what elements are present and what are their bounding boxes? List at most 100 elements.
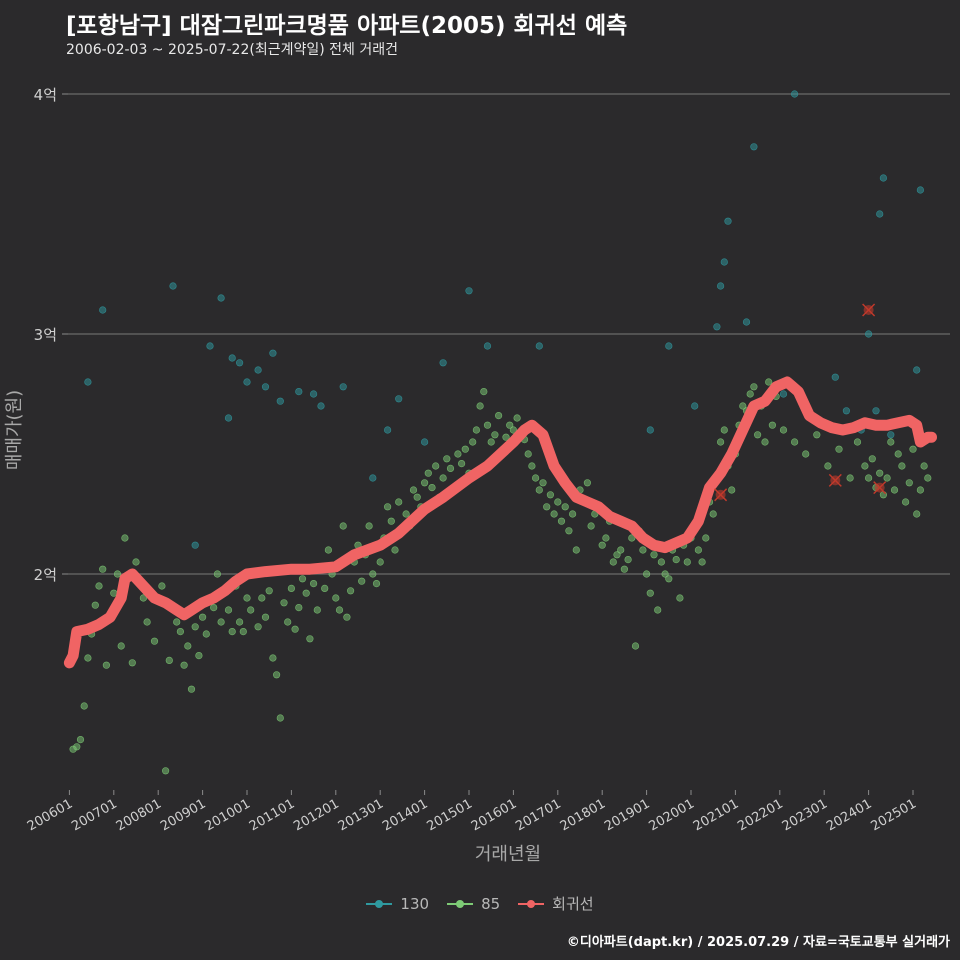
point-85-186	[790, 438, 799, 446]
point-85-158	[676, 594, 684, 602]
highlight-marker-1	[828, 473, 842, 487]
point-85-24	[180, 661, 188, 669]
point-85-154	[661, 570, 669, 578]
point-85-179	[753, 431, 762, 439]
regression-line	[63, 376, 937, 669]
point-85-202	[894, 450, 902, 458]
point-85-108	[491, 431, 499, 439]
point-85-84	[402, 510, 410, 518]
point-85-34	[217, 618, 225, 626]
point-85-67	[339, 522, 347, 530]
point-85-63	[324, 546, 333, 554]
point-85-185	[779, 426, 788, 434]
point-85-68	[343, 613, 351, 621]
point-85-104	[476, 402, 484, 410]
y-axis-ticks: 2억 3억 4억	[34, 86, 68, 584]
x-tick-label-2: 200801	[114, 796, 164, 834]
point-130-45	[913, 366, 921, 374]
point-130-31	[720, 258, 728, 266]
point-130-4	[206, 342, 214, 350]
point-85-129	[568, 510, 577, 518]
point-85-137	[598, 541, 606, 549]
point-85-130	[572, 546, 580, 554]
point-130-14	[295, 388, 303, 396]
point-85-183	[768, 421, 777, 429]
point-85-112	[506, 421, 514, 429]
point-85-199	[883, 474, 891, 482]
point-85-192	[853, 438, 862, 446]
point-85-100	[461, 445, 469, 453]
point-85-48	[269, 654, 277, 662]
x-tick-label-19: 202501	[869, 796, 919, 834]
point-130-9	[243, 378, 251, 386]
point-85-208	[916, 486, 925, 494]
point-85-59	[310, 579, 318, 588]
point-85-11	[113, 570, 122, 578]
legend-item-85: 85	[447, 895, 500, 913]
point-85-21	[165, 656, 173, 665]
point-130-16	[317, 402, 325, 410]
point-130-33	[742, 318, 751, 326]
point-85-74	[365, 522, 373, 530]
point-85-99	[458, 460, 466, 468]
point-85-42	[247, 606, 255, 614]
point-130-15	[310, 390, 318, 398]
point-85-79	[384, 503, 392, 511]
point-85-197	[876, 469, 884, 477]
point-85-144	[624, 555, 632, 564]
x-tick-label-17: 202301	[780, 796, 830, 834]
x-tick-label-4: 201001	[203, 796, 253, 834]
point-85-105	[480, 388, 488, 396]
point-85-189	[824, 462, 832, 470]
x-tick-label-14: 202001	[647, 796, 697, 834]
point-85-32	[210, 603, 218, 612]
point-85-92	[432, 462, 440, 470]
point-85-82	[395, 498, 403, 506]
point-85-33	[213, 570, 221, 578]
legend: 130 85 회귀선	[0, 893, 960, 914]
x-tick-label-16: 202201	[735, 796, 785, 834]
point-130-10	[254, 366, 262, 374]
point-85-201	[890, 486, 899, 494]
point-85-96	[446, 464, 455, 473]
point-85-164	[698, 558, 706, 566]
y-tick-label-2: 4억	[34, 86, 57, 104]
point-85-87	[413, 493, 421, 501]
point-130-11	[261, 383, 270, 391]
point-85-66	[335, 606, 344, 614]
point-85-149	[642, 570, 651, 578]
point-130-22	[439, 359, 447, 367]
gridlines	[68, 93, 950, 575]
point-130-29	[713, 323, 721, 331]
point-130-21	[421, 438, 429, 446]
point-85-4	[84, 654, 92, 662]
point-85-62	[321, 584, 329, 593]
point-85-148	[639, 546, 647, 554]
y-axis-label: 매매가(원)	[4, 390, 25, 470]
point-85-107	[487, 438, 495, 446]
point-85-86	[409, 486, 418, 494]
point-85-163	[694, 546, 703, 554]
point-85-165	[702, 534, 710, 542]
x-tick-label-3: 200901	[158, 796, 208, 834]
point-130-25	[535, 342, 543, 350]
legend-label-regression: 회귀선	[552, 895, 594, 913]
point-85-69	[347, 587, 355, 595]
point-130-2	[169, 282, 177, 290]
point-130-12	[269, 349, 277, 357]
point-85-155	[665, 575, 673, 583]
point-85-194	[864, 474, 873, 482]
point-85-193	[861, 462, 869, 470]
point-85-47	[265, 587, 273, 595]
point-85-94	[439, 474, 447, 482]
point-85-124	[550, 510, 558, 518]
point-85-140	[609, 558, 617, 566]
x-tick-label-8: 201401	[380, 796, 430, 834]
point-85-207	[913, 510, 921, 518]
point-85-39	[236, 618, 244, 626]
scatter-points	[69, 90, 932, 775]
point-130-0	[84, 378, 92, 386]
point-85-29	[199, 613, 207, 621]
point-85-58	[306, 635, 314, 643]
point-85-138	[602, 534, 610, 542]
